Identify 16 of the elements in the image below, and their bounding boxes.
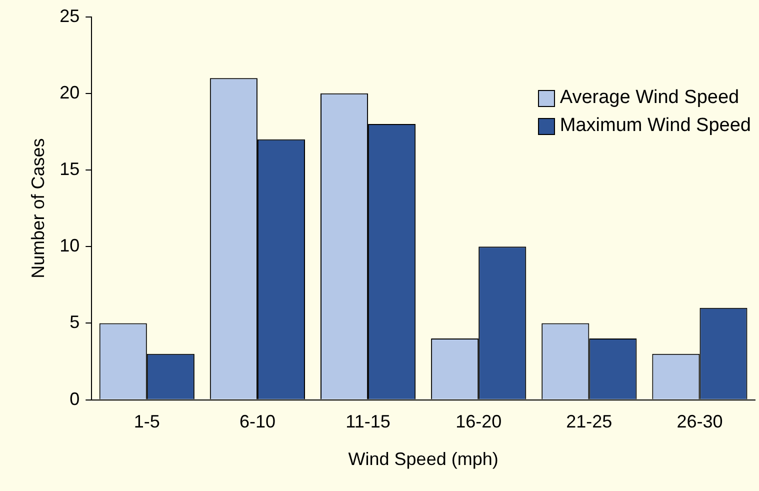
x-tick-label: 6-10 (239, 412, 276, 432)
x-axis-title: Wind Speed (mph) (348, 449, 498, 470)
y-axis-title: Number of Cases (28, 138, 48, 278)
x-tick-label: 11-15 (346, 412, 390, 432)
y-tick-label: 5 (70, 312, 80, 332)
y-tick-label: 0 (70, 388, 80, 409)
x-tick-label: 1-5 (134, 412, 160, 432)
y-tick-label: 15 (60, 158, 80, 179)
x-tick-label: 26-30 (676, 412, 723, 432)
x-tick-label: 16-20 (456, 412, 502, 432)
y-tick-label: 25 (60, 6, 80, 26)
x-tick-label: 21-25 (566, 412, 612, 432)
y-tick-label: 20 (60, 82, 80, 102)
y-tick-label: 10 (60, 236, 80, 256)
legend-label: Average Wind Speed (560, 87, 740, 109)
legend-label: Maximum Wind Speed (560, 115, 751, 137)
